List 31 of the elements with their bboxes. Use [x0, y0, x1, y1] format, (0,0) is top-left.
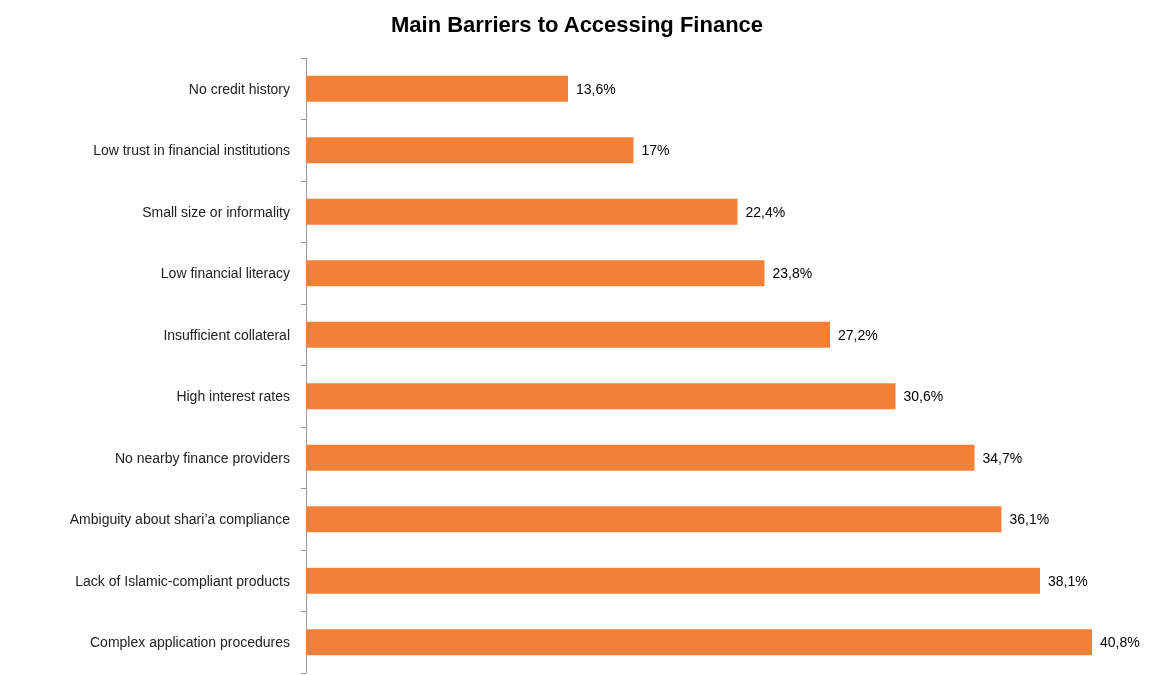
bar	[306, 444, 975, 471]
data-label: 38,1%	[1047, 572, 1088, 589]
bar	[306, 506, 1002, 533]
y-tick-label: Ambiguity about shari’a compliance	[69, 511, 291, 528]
y-tick-label: Complex application procedures	[90, 634, 290, 651]
bar	[306, 567, 1040, 594]
data-label: 23,8%	[772, 265, 813, 282]
data-label: 40,8%	[1100, 634, 1140, 651]
bar	[306, 629, 1092, 656]
data-label: 22,4%	[745, 203, 786, 220]
data-label: 17%	[641, 142, 670, 159]
y-tick-label: Insufficient collateral	[163, 326, 290, 343]
y-tick-label: Small size or informality	[142, 203, 290, 220]
bar	[306, 75, 568, 102]
y-tick-label: Low financial literacy	[160, 265, 290, 282]
data-label: 30,6%	[903, 388, 944, 405]
y-tick-label: Low trust in financial institutions	[93, 142, 290, 159]
data-label: 13,6%	[576, 80, 616, 97]
chart-title: Main Barriers to Accessing Finance	[390, 11, 764, 37]
data-label: 36,1%	[1009, 511, 1050, 528]
y-tick-label: No credit history	[188, 80, 290, 97]
y-tick-label: High interest rates	[176, 388, 290, 405]
bar	[306, 137, 634, 164]
data-label: 34,7%	[982, 449, 1023, 466]
y-tick-label: No nearby finance providers	[114, 449, 290, 466]
bar	[306, 383, 896, 410]
bar	[306, 260, 765, 287]
bar	[306, 198, 738, 225]
y-tick-label: Lack of Islamic-compliant products	[75, 572, 290, 589]
data-label: 27,2%	[838, 326, 878, 343]
bar	[306, 321, 830, 348]
